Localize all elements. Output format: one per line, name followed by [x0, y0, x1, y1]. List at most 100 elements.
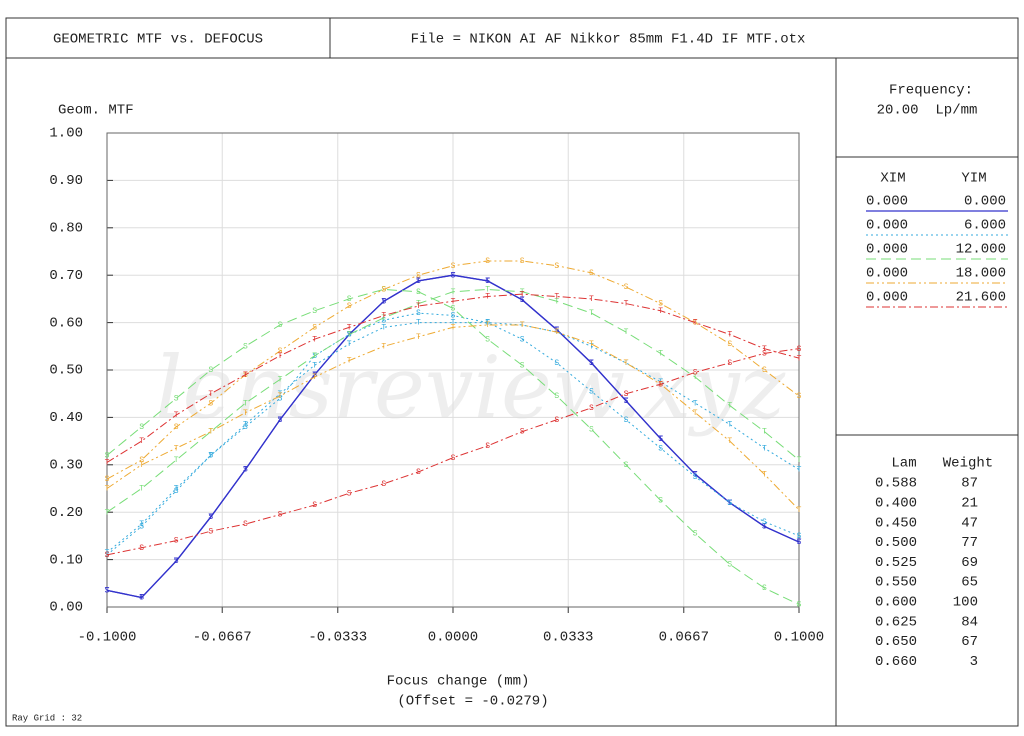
series-marker: S	[520, 428, 525, 437]
x-axis-label: Focus change (mm)	[387, 674, 530, 690]
series-marker: S	[554, 326, 559, 335]
series-marker: S	[243, 423, 248, 432]
x-tick-label: -0.1000	[78, 630, 137, 646]
series-marker: T	[139, 485, 144, 494]
series-marker: T	[278, 376, 283, 385]
series-marker: T	[347, 331, 352, 340]
x-tick-label: 0.0333	[543, 630, 593, 646]
series-marker: T	[381, 323, 386, 332]
series-marker: S	[416, 468, 421, 477]
series-marker: S	[208, 366, 213, 375]
y-tick-label: 0.00	[49, 600, 83, 616]
series-marker: S	[589, 425, 594, 434]
weight: 3	[970, 654, 978, 670]
series-marker: T	[312, 335, 317, 344]
footer: Ray Grid : 32	[12, 713, 82, 723]
series-marker: S	[312, 371, 317, 380]
series-marker: S	[762, 366, 767, 375]
series-marker: S	[381, 286, 386, 295]
x-tick-label: -0.0667	[193, 630, 252, 646]
x-tick-label: -0.0333	[308, 630, 367, 646]
wavelength-header: Weight	[943, 456, 993, 472]
series-marker: S	[139, 423, 144, 432]
weight: 65	[961, 575, 978, 591]
series-marker: S	[416, 309, 421, 318]
series-marker: T	[208, 390, 213, 399]
y-tick-label: 0.70	[49, 268, 83, 284]
y-tick-label: 0.60	[49, 315, 83, 331]
series-marker: T	[520, 321, 525, 330]
y-tick-label: 0.90	[49, 173, 83, 189]
series-marker: T	[554, 328, 559, 337]
y-axis-label: Geom. MTF	[58, 103, 134, 119]
series-marker: T	[485, 293, 490, 302]
wavelength: 0.588	[875, 476, 917, 492]
weight: 21	[961, 496, 978, 512]
series-marker: S	[347, 331, 352, 340]
series-marker: T	[381, 314, 386, 323]
series-line	[106, 322, 800, 553]
legend-header: YIM	[961, 171, 986, 187]
series-marker: T	[139, 520, 144, 529]
series-marker: S	[520, 361, 525, 370]
series-marker: T	[105, 485, 110, 494]
series-marker: T	[589, 309, 594, 318]
series-marker: T	[658, 378, 663, 387]
series-marker: S	[105, 587, 110, 596]
series-marker: T	[693, 399, 698, 408]
series-marker: T	[554, 328, 559, 337]
y-tick-label: 1.00	[49, 126, 83, 142]
series-marker: S	[797, 538, 802, 547]
series-marker: T	[243, 371, 248, 380]
series-line	[106, 288, 800, 606]
series-line	[106, 348, 800, 556]
series-marker: T	[658, 350, 663, 359]
series-marker: S	[762, 584, 767, 593]
weight: 100	[953, 595, 978, 611]
weight: 47	[961, 515, 978, 531]
wavelength: 0.660	[875, 654, 917, 670]
series-marker: S	[208, 399, 213, 408]
legend-header: XIM	[880, 171, 905, 187]
series-marker: S	[139, 544, 144, 553]
series-marker: S	[727, 340, 732, 349]
series-marker: S	[589, 387, 594, 396]
series-marker: S	[381, 316, 386, 325]
series-marker: T	[624, 359, 629, 368]
series-marker: T	[693, 373, 698, 382]
series-marker: T	[693, 319, 698, 328]
series-marker: T	[312, 373, 317, 382]
series-marker: T	[139, 461, 144, 470]
series-marker: T	[451, 297, 456, 306]
series-marker: S	[624, 283, 629, 292]
series-marker: S	[312, 307, 317, 316]
series-marker: T	[208, 451, 213, 460]
series-marker: T	[174, 411, 179, 420]
series-marker: S	[554, 392, 559, 401]
watermark: lensreview.xyz	[155, 339, 786, 439]
chart-title: GEOMETRIC MTF vs. DEFOCUS	[53, 32, 263, 48]
series-marker: T	[243, 421, 248, 430]
wavelength: 0.400	[875, 496, 917, 512]
series-line	[106, 324, 800, 511]
series-marker: T	[278, 392, 283, 401]
legend-yim: 18.000	[956, 266, 1006, 282]
series-marker: T	[174, 456, 179, 465]
series-marker: T	[762, 470, 767, 479]
series-marker: S	[485, 442, 490, 451]
x-axis-note: (Offset = -0.0279)	[397, 694, 548, 710]
series-marker: T	[520, 290, 525, 299]
series-marker: S	[658, 435, 663, 444]
series-marker: S	[658, 380, 663, 389]
wavelength: 0.500	[875, 535, 917, 551]
series-marker: T	[381, 342, 386, 351]
series-marker: T	[589, 295, 594, 304]
wavelength: 0.650	[875, 634, 917, 650]
series-marker: T	[762, 428, 767, 437]
series-marker: S	[451, 454, 456, 463]
series-marker: T	[797, 354, 802, 363]
series-marker: S	[727, 499, 732, 508]
legend-xim: 0.000	[866, 266, 908, 282]
series-marker: S	[243, 520, 248, 529]
series-marker: S	[243, 466, 248, 475]
